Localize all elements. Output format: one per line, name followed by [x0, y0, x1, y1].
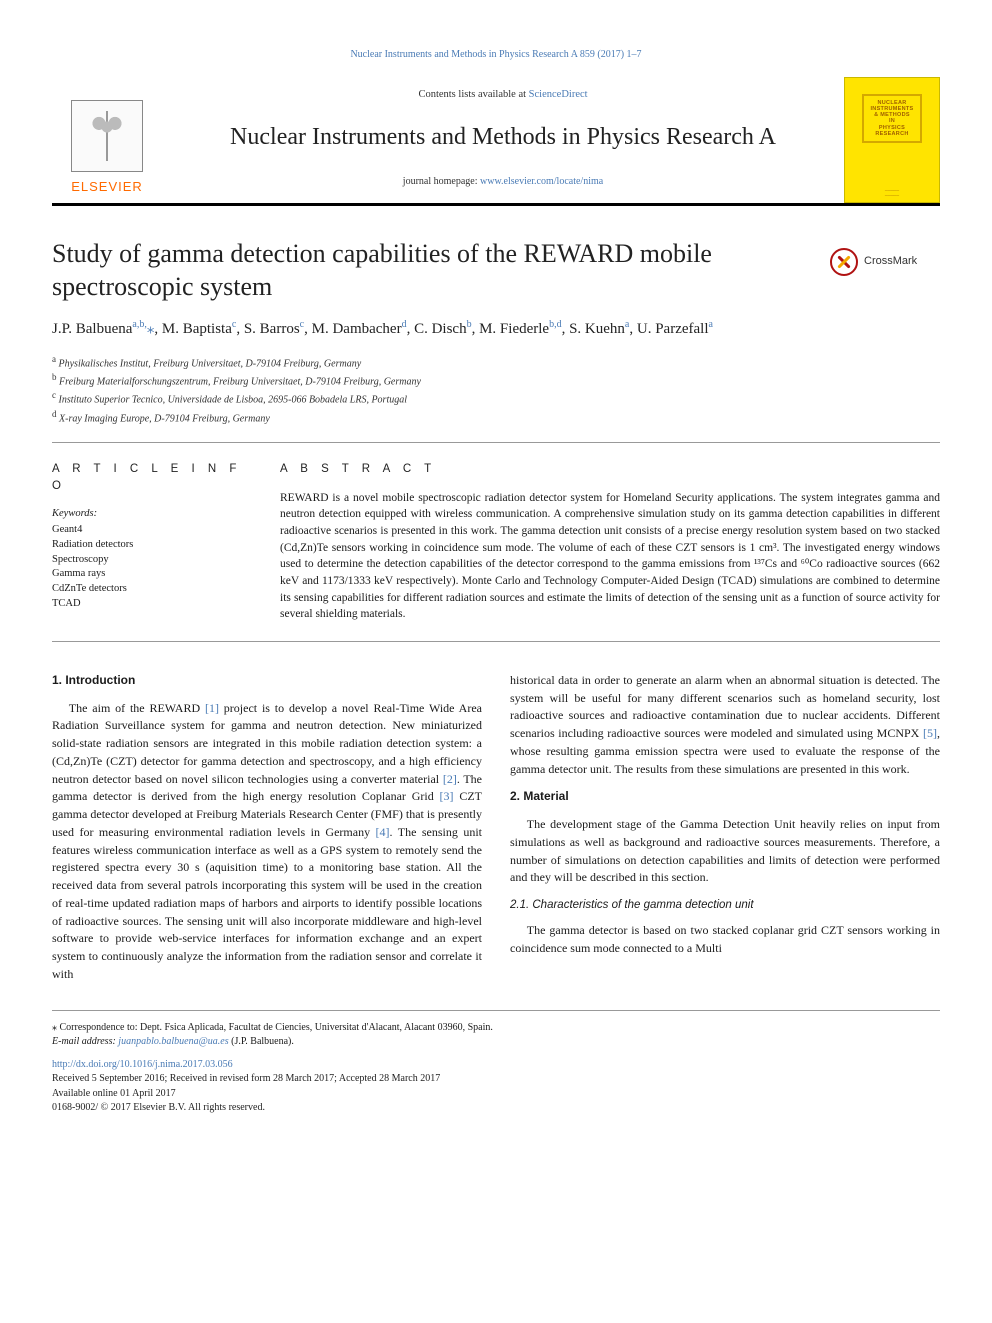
- title-row: Study of gamma detection capabilities of…: [52, 238, 940, 303]
- header-center: Contents lists available at ScienceDirec…: [162, 77, 844, 204]
- section-1-para-2: historical data in order to generate an …: [510, 672, 940, 779]
- cover-line: RESEARCH: [870, 131, 913, 137]
- abstract-text: REWARD is a novel mobile spectroscopic r…: [280, 490, 940, 623]
- affiliation-b: b Freiburg Materialforschungszentrum, Fr…: [52, 371, 940, 389]
- crossmark-icon: [830, 248, 858, 276]
- article-body: 1. Introduction The aim of the REWARD [1…: [52, 672, 940, 984]
- doi-link[interactable]: http://dx.doi.org/10.1016/j.nima.2017.03…: [52, 1058, 940, 1073]
- contents-prefix: Contents lists available at: [418, 89, 528, 100]
- article-footer: ⁎ Correspondence to: Dept. Fsica Aplicad…: [52, 1010, 940, 1116]
- corresponding-star: ⁎ Correspondence to: Dept. Fsica Aplicad…: [52, 1022, 493, 1033]
- journal-cover-thumbnail: NUCLEAR INSTRUMENTS & METHODS IN PHYSICS…: [844, 77, 940, 204]
- corresponding-email-link[interactable]: juanpablo.balbuena@ua.es: [118, 1036, 228, 1047]
- article-info-block: A R T I C L E I N F O Keywords: Geant4Ra…: [52, 461, 252, 623]
- sciencedirect-link[interactable]: ScienceDirect: [529, 89, 588, 100]
- section-2-para-1: The development stage of the Gamma Detec…: [510, 816, 940, 887]
- article-info-heading: A R T I C L E I N F O: [52, 461, 252, 494]
- cover-title-box: NUCLEAR INSTRUMENTS & METHODS IN PHYSICS…: [862, 94, 921, 144]
- email-suffix: (J.P. Balbuena).: [229, 1036, 294, 1047]
- section-2-1-para-1: The gamma detector is based on two stack…: [510, 922, 940, 958]
- journal-header: ELSEVIER Contents lists available at Sci…: [52, 77, 940, 207]
- affiliation-a: a Physikalisches Institut, Freiburg Univ…: [52, 353, 940, 371]
- correspondence-note: ⁎ Correspondence to: Dept. Fsica Aplicad…: [52, 1021, 940, 1036]
- elsevier-logo: ELSEVIER: [52, 77, 162, 204]
- affiliation-d: d X-ray Imaging Europe, D-79104 Freiburg…: [52, 408, 940, 426]
- copyright-line: 0168-9002/ © 2017 Elsevier B.V. All righ…: [52, 1101, 940, 1116]
- homepage-prefix: journal homepage:: [403, 176, 480, 187]
- info-abstract-row: A R T I C L E I N F O Keywords: Geant4Ra…: [52, 461, 940, 642]
- citation-link[interactable]: Nuclear Instruments and Methods in Physi…: [350, 49, 641, 60]
- crossmark-label: CrossMark: [864, 254, 917, 270]
- section-1-para-1: The aim of the REWARD [1] project is to …: [52, 700, 482, 984]
- crossmark-badge[interactable]: CrossMark: [830, 238, 940, 276]
- journal-homepage-link[interactable]: www.elsevier.com/locate/nima: [480, 176, 603, 187]
- keywords-label: Keywords:: [52, 506, 252, 521]
- section-2-1-heading: 2.1. Characteristics of the gamma detect…: [510, 897, 940, 914]
- keywords-list: Geant4Radiation detectorsSpectroscopyGam…: [52, 523, 252, 611]
- journal-homepage-line: journal homepage: www.elsevier.com/locat…: [170, 175, 836, 190]
- section-1-heading: 1. Introduction: [52, 672, 482, 690]
- article-history: Received 5 September 2016; Received in r…: [52, 1072, 940, 1087]
- affiliation-c: c Instituto Superior Tecnico, Universida…: [52, 389, 940, 407]
- email-label: E-mail address:: [52, 1036, 118, 1047]
- elsevier-wordmark: ELSEVIER: [71, 178, 143, 197]
- abstract-block: A B S T R A C T REWARD is a novel mobile…: [280, 461, 940, 623]
- abstract-heading: A B S T R A C T: [280, 461, 940, 478]
- elsevier-tree-icon: [71, 100, 143, 172]
- available-online: Available online 01 April 2017: [52, 1087, 940, 1102]
- running-head-citation: Nuclear Instruments and Methods in Physi…: [52, 48, 940, 63]
- cover-footer: ──────────: [885, 189, 899, 198]
- journal-name: Nuclear Instruments and Methods in Physi…: [170, 120, 836, 155]
- contents-available-line: Contents lists available at ScienceDirec…: [170, 87, 836, 102]
- article-title: Study of gamma detection capabilities of…: [52, 238, 830, 303]
- author-list: J.P. Balbuenaa,b,⁎, M. Baptistac, S. Bar…: [52, 317, 940, 341]
- affiliations: a Physikalisches Institut, Freiburg Univ…: [52, 353, 940, 443]
- section-2-heading: 2. Material: [510, 788, 940, 806]
- email-line: E-mail address: juanpablo.balbuena@ua.es…: [52, 1035, 940, 1050]
